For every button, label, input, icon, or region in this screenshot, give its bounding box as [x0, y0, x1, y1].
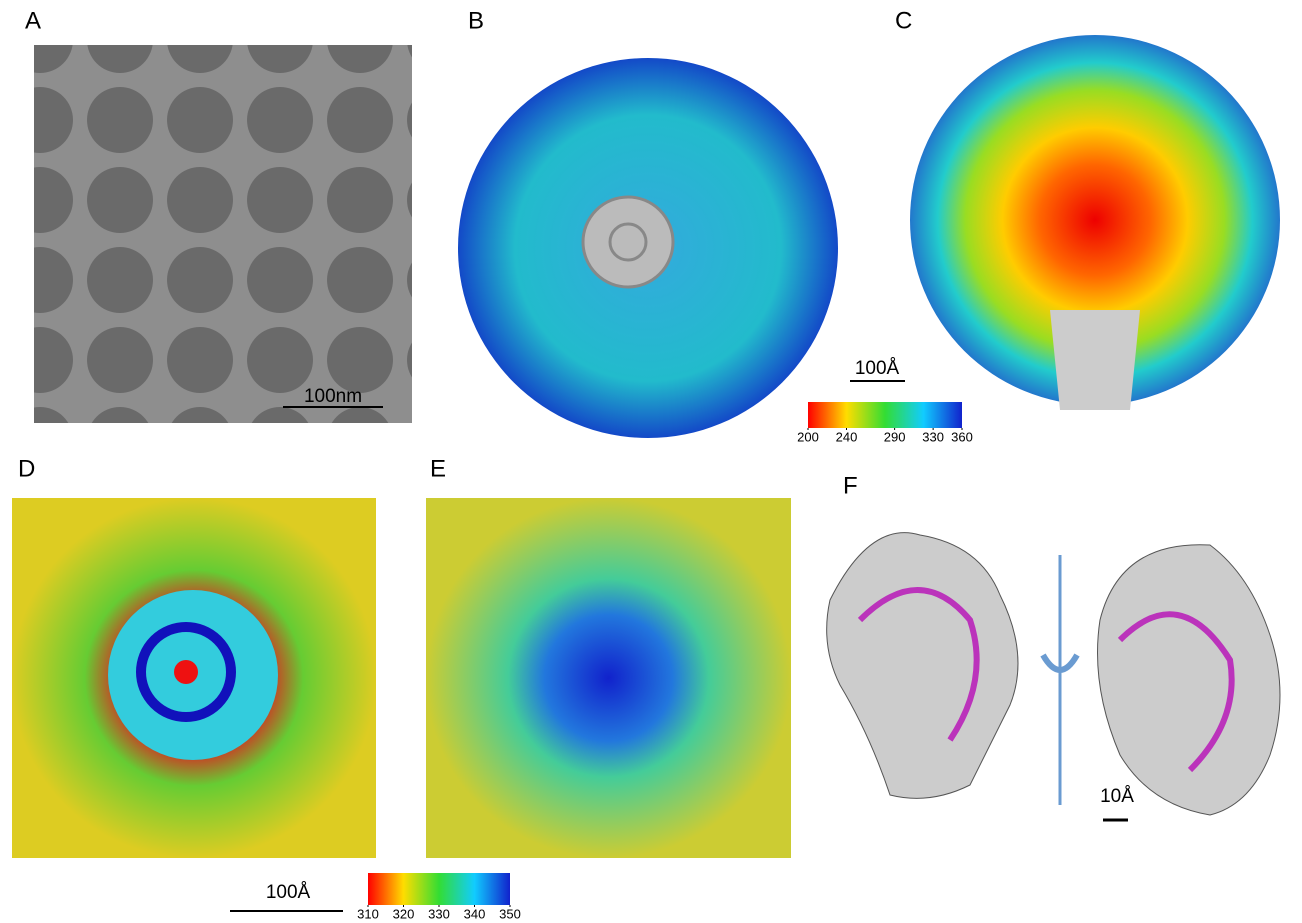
portal [583, 197, 673, 287]
density [827, 533, 1018, 799]
panel-label: A [25, 7, 41, 34]
scale-label: 10Å [1100, 786, 1134, 807]
density [1098, 545, 1281, 815]
colorbar [368, 873, 510, 905]
panel-label: F [843, 472, 858, 499]
tick-label: 240 [836, 429, 858, 444]
scale-label: 100Å [855, 358, 900, 379]
tick-label: 330 [922, 429, 944, 444]
tick-label: 360 [951, 429, 973, 444]
portal-center [174, 660, 198, 684]
tick-label: 290 [884, 429, 906, 444]
scale-label: 100Å [266, 882, 311, 903]
panel-label: C [895, 7, 912, 34]
tick-label: 310 [357, 906, 379, 921]
tick-label: 200 [797, 429, 819, 444]
panel-label: B [468, 7, 484, 34]
scale-label: 100nm [304, 386, 362, 407]
panel-label: E [430, 455, 446, 482]
figure: A 100nm B C 100Å D E F 10Å 100Å 200 240 29… [0, 0, 1302, 923]
panel-label: D [18, 455, 35, 482]
tick-label: 320 [393, 906, 415, 921]
tick-label: 330 [428, 906, 450, 921]
portal-section [1050, 310, 1140, 410]
tick-label: 350 [499, 906, 521, 921]
colorbar [808, 402, 962, 428]
particles [34, 45, 412, 423]
vertex-map [426, 498, 791, 858]
tick-label: 340 [464, 906, 486, 921]
